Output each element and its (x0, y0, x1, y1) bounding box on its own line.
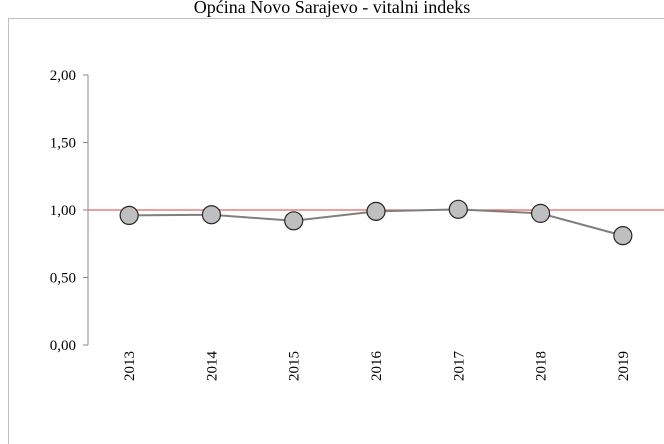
x-tick-label: 2016 (369, 351, 385, 382)
x-tick-label: 2013 (122, 351, 138, 381)
y-tick-label: 1,00 (50, 203, 76, 219)
data-point (284, 211, 304, 231)
x-tick-label: 2017 (451, 351, 467, 382)
y-tick-label: 1,50 (50, 136, 76, 152)
y-tick-label: 0,50 (50, 271, 76, 287)
x-tick-label: 2015 (287, 351, 303, 381)
data-point (119, 205, 139, 225)
data-point (613, 226, 633, 246)
data-point (201, 205, 222, 225)
y-tick-label: 2,00 (50, 68, 76, 84)
data-point (366, 201, 386, 221)
x-tick-label: 2018 (534, 351, 550, 381)
data-point (530, 203, 551, 223)
chart-frame (8, 18, 664, 444)
chart-title: Općina Novo Sarajevo - vitalni indeks (194, 0, 470, 17)
x-tick-label: 2014 (204, 351, 220, 382)
data-point (448, 199, 468, 219)
x-tick-label: 2019 (616, 351, 632, 381)
y-tick-label: 0,00 (50, 338, 76, 354)
